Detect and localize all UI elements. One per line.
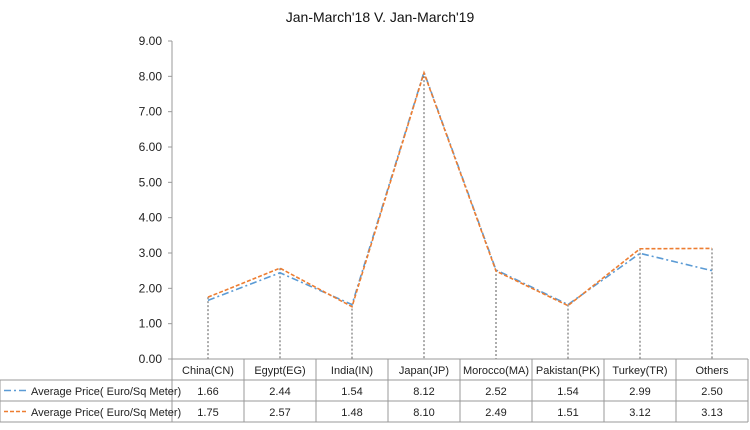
data-label: 8.12 [413,386,434,398]
data-label: 2.52 [485,386,506,398]
y-tick-label: 8.00 [139,69,163,83]
x-tick-label: Pakistan(PK) [536,365,600,377]
y-tick-label: 7.00 [139,105,163,119]
data-label: 2.57 [269,407,290,419]
y-tick-label: 0.00 [139,352,163,366]
y-tick-label: 4.00 [139,211,163,225]
drop-lines [207,72,713,359]
data-label: 2.44 [269,386,290,398]
x-tick-label: China(CN) [182,365,234,377]
y-tick-label: 5.00 [139,175,163,189]
data-label: 1.54 [557,386,578,398]
y-tick-label: 2.00 [139,281,163,295]
y-tick-label: 3.00 [139,246,163,260]
data-label: 1.48 [341,407,362,419]
series-line-2 [207,70,713,308]
data-label: 1.51 [557,407,578,419]
x-tick-label: Others [695,365,729,377]
x-tick-label: Japan(JP) [399,365,449,377]
data-label: 2.99 [629,386,650,398]
y-axis: 0.00 1.00 2.00 3.00 4.00 5.00 6.00 7.00 8.00 9.00 [139,34,173,366]
legend-label: Average Price( Euro/Sq Meter) [31,386,181,398]
data-label: 2.50 [701,386,722,398]
data-label: 8.10 [413,407,434,419]
data-label: 1.54 [341,386,362,398]
data-table: China(CN) Egypt(EG) India(IN) Japan(JP) Moro… [0,358,749,423]
x-tick-label: Turkey(TR) [612,365,667,377]
y-tick-label: 6.00 [139,140,163,154]
y-tick-label: 1.00 [139,317,163,331]
data-label: 2.49 [485,407,506,419]
x-tick-label: India(IN) [331,365,373,377]
data-label: 1.66 [197,386,218,398]
x-tick-label: Morocco(MA) [463,365,529,377]
series-lines [207,69,713,308]
legend-label: Average Price( Euro/Sq Meter) [31,407,181,419]
data-label: 3.13 [701,407,722,419]
series-line-1 [207,69,713,306]
y-tick-label: 9.00 [139,34,163,48]
data-label: 3.12 [629,407,650,419]
chart-title: Jan-March'18 V. Jan-March'19 [286,9,475,25]
x-tick-label: Egypt(EG) [254,365,305,377]
data-label: 1.75 [197,407,218,419]
